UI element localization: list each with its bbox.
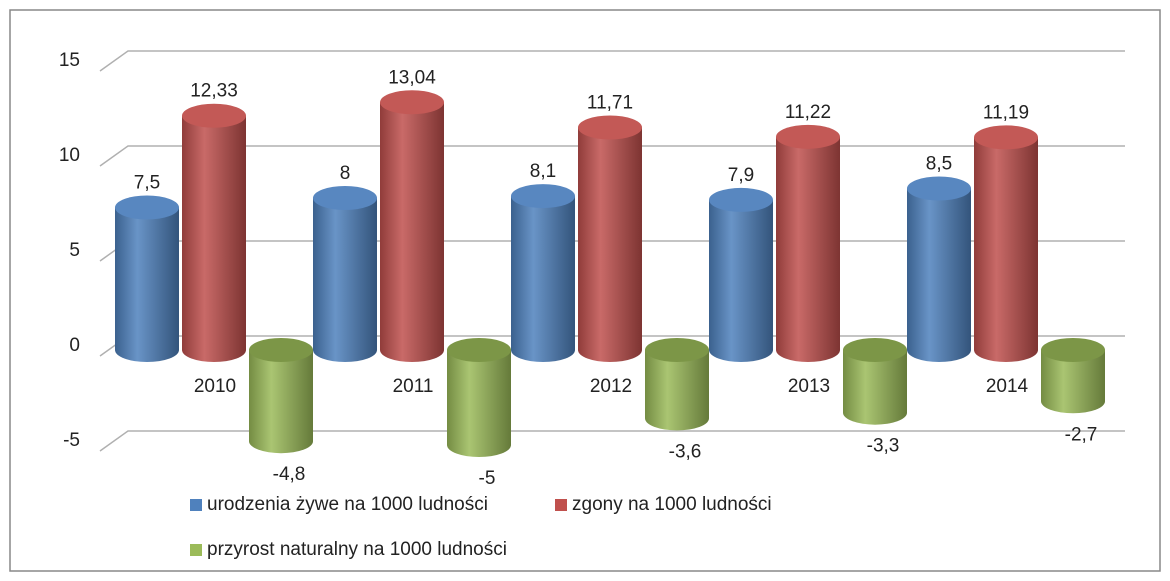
bar-body	[182, 115, 246, 362]
bar-cap	[578, 115, 642, 140]
data-label: 8,5	[926, 154, 952, 175]
bar-cap	[776, 124, 840, 149]
y-tick-label: 5	[69, 240, 80, 261]
bar-body	[907, 188, 971, 362]
bar	[447, 338, 511, 457]
data-label: 7,9	[728, 165, 754, 186]
bar-cap	[843, 338, 907, 362]
data-label: -3,3	[867, 436, 900, 457]
data-label: 11,71	[587, 93, 633, 114]
bar-body	[313, 198, 377, 362]
x-tick-label: 2014	[986, 376, 1029, 397]
bar	[511, 184, 575, 362]
bar	[974, 125, 1038, 362]
data-label: 8	[340, 163, 351, 184]
bar	[907, 176, 971, 362]
y-tick-label: 0	[69, 335, 80, 356]
bar-cap	[645, 338, 709, 362]
legend-swatch	[555, 499, 567, 511]
bar	[249, 338, 313, 454]
bar-body	[380, 102, 444, 363]
bar	[709, 187, 773, 362]
bar-cap	[974, 125, 1038, 150]
data-label: 8,1	[530, 161, 556, 182]
bar-body	[709, 199, 773, 362]
data-label: -5	[479, 468, 496, 489]
bar-cap	[1041, 338, 1105, 362]
data-label: 11,22	[785, 102, 831, 123]
bar-cap	[907, 176, 971, 201]
grid-line	[99, 430, 1125, 452]
data-label: 12,33	[190, 81, 238, 102]
bar-cap	[182, 103, 246, 128]
bar-body	[645, 350, 709, 431]
bar	[313, 186, 377, 362]
data-label: 13,04	[388, 67, 436, 88]
y-tick-label: 15	[59, 50, 80, 71]
x-tick-label: 2010	[194, 376, 236, 397]
bar	[380, 90, 444, 363]
x-tick-label: 2013	[788, 376, 830, 397]
x-tick-label: 2012	[590, 376, 632, 397]
bar-body	[843, 350, 907, 425]
legend-swatch	[190, 499, 202, 511]
legend-swatch	[190, 544, 202, 556]
bar	[645, 338, 709, 431]
bar-body	[249, 350, 313, 454]
bar	[182, 103, 246, 362]
data-label: -3,6	[669, 441, 702, 462]
bar-body	[511, 196, 575, 362]
bar-body	[115, 207, 179, 362]
data-label: 11,19	[983, 102, 1029, 123]
bar-body	[578, 127, 642, 362]
bar-cap	[447, 338, 511, 362]
bar-body	[776, 136, 840, 362]
bar-body	[974, 137, 1038, 362]
bar-cap	[249, 338, 313, 362]
y-tick-label: 10	[59, 145, 80, 166]
legend-label: urodzenia żywe na 1000 ludności	[207, 494, 488, 515]
bar	[843, 338, 907, 425]
bar-cap	[511, 184, 575, 209]
x-tick-label: 2011	[393, 376, 434, 397]
bar	[776, 124, 840, 362]
data-label: -4,8	[273, 464, 306, 485]
legend-label: przyrost naturalny na 1000 ludności	[207, 539, 507, 560]
bar-body	[1041, 350, 1105, 414]
bar	[115, 195, 179, 362]
bar	[578, 115, 642, 362]
bar-cap	[709, 187, 773, 212]
grid-line	[99, 50, 1125, 72]
bar-cap	[115, 195, 179, 220]
y-tick-label: -5	[63, 430, 80, 451]
bar-cap	[380, 90, 444, 115]
bar	[1041, 338, 1105, 414]
data-label: -2,7	[1065, 424, 1098, 445]
legend-label: zgony na 1000 ludności	[572, 494, 772, 515]
data-label: 7,5	[134, 173, 160, 194]
bar-cap	[313, 186, 377, 210]
bar-body	[447, 350, 511, 457]
